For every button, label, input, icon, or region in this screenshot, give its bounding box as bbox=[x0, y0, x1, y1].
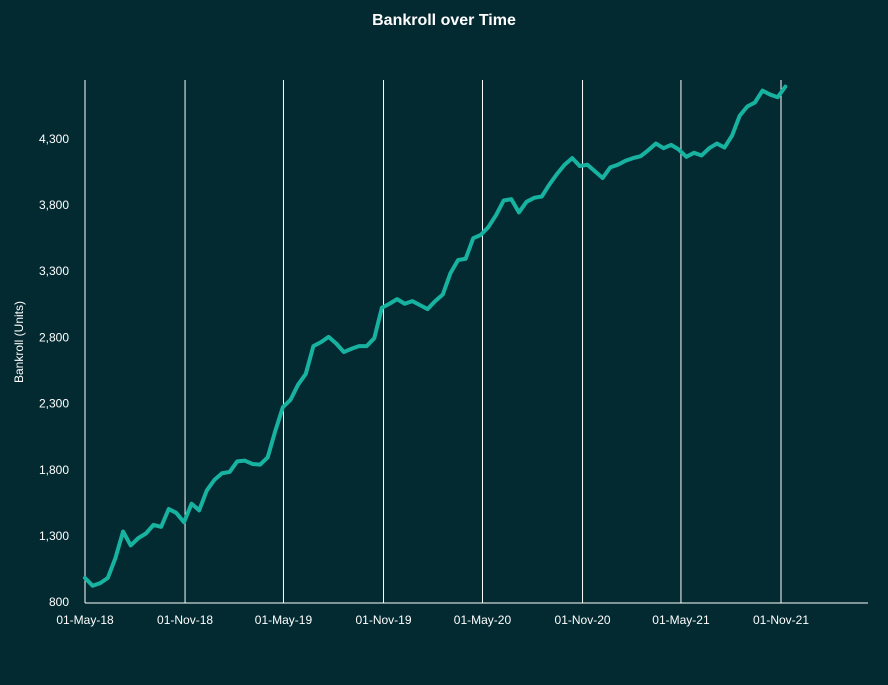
y-tick-label: 2,300 bbox=[39, 397, 69, 411]
x-tick-label: 01-Nov-19 bbox=[356, 613, 412, 627]
y-tick-label: 1,300 bbox=[39, 529, 69, 543]
x-tick-label: 01-May-20 bbox=[454, 613, 512, 627]
y-tick-label: 3,300 bbox=[39, 264, 69, 278]
x-tick-label: 01-May-21 bbox=[652, 613, 710, 627]
y-tick-label: 1,800 bbox=[39, 463, 69, 477]
y-tick-label: 800 bbox=[49, 595, 69, 609]
x-tick-label: 01-Nov-20 bbox=[555, 613, 611, 627]
x-tick-label: 01-Nov-18 bbox=[157, 613, 213, 627]
x-tick-label: 01-Nov-21 bbox=[753, 613, 809, 627]
y-tick-label: 2,800 bbox=[39, 330, 69, 344]
line bbox=[83, 84, 788, 588]
x-tick-label: 01-May-19 bbox=[255, 613, 313, 627]
y-axis-label: Bankroll (Units) bbox=[12, 301, 26, 383]
chart-title: Bankroll over Time bbox=[372, 12, 516, 29]
y-tick-label: 3,800 bbox=[39, 198, 69, 212]
x-tick-label: 01-May-18 bbox=[56, 613, 114, 627]
y-tick-label: 4,300 bbox=[39, 132, 69, 146]
